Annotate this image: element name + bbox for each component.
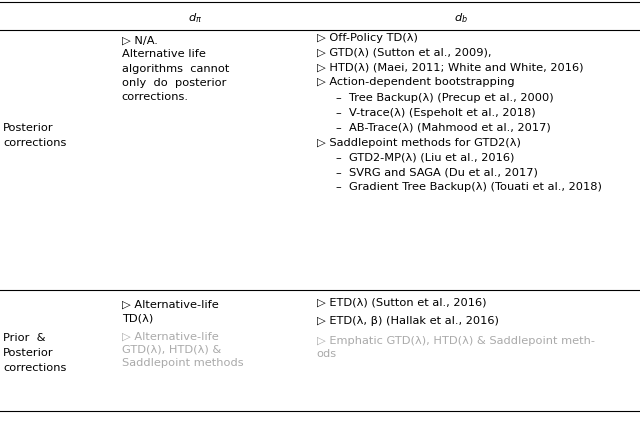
Text: corrections.: corrections. (122, 92, 189, 102)
Text: ▷ Saddlepoint methods for GTD2(λ): ▷ Saddlepoint methods for GTD2(λ) (317, 137, 521, 148)
Text: algorithms  cannot: algorithms cannot (122, 63, 229, 74)
Text: ▷ Alternative-life: ▷ Alternative-life (122, 299, 218, 310)
Text: –  Tree Backup(λ) (Precup et al., 2000): – Tree Backup(λ) (Precup et al., 2000) (336, 93, 554, 103)
Text: TD(λ): TD(λ) (122, 313, 153, 323)
Text: ▷ Action-dependent bootstrapping: ▷ Action-dependent bootstrapping (317, 77, 515, 88)
Text: $d_b$: $d_b$ (454, 11, 468, 25)
Text: –  GTD2-MP(λ) (Liu et al., 2016): – GTD2-MP(λ) (Liu et al., 2016) (336, 152, 515, 162)
Text: –  SVRG and SAGA (Du et al., 2017): – SVRG and SAGA (Du et al., 2017) (336, 167, 538, 177)
Text: Alternative life: Alternative life (122, 49, 205, 59)
Text: Saddlepoint methods: Saddlepoint methods (122, 358, 243, 368)
Text: –  Gradient Tree Backup(λ) (Touati et al., 2018): – Gradient Tree Backup(λ) (Touati et al.… (336, 182, 602, 192)
Text: $d_{\pi}$: $d_{\pi}$ (188, 11, 202, 25)
Text: only  do  posterior: only do posterior (122, 78, 226, 88)
Text: ▷ ETD(λ, β) (Hallak et al., 2016): ▷ ETD(λ, β) (Hallak et al., 2016) (317, 316, 499, 327)
Text: ods: ods (317, 349, 337, 359)
Text: ▷ N/A.: ▷ N/A. (122, 35, 157, 45)
Text: GTD(λ), HTD(λ) &: GTD(λ), HTD(λ) & (122, 345, 221, 355)
Text: Posterior
corrections: Posterior corrections (3, 123, 67, 148)
Text: ▷ Alternative-life: ▷ Alternative-life (122, 331, 218, 341)
Text: ▷ Off-Policy TD(λ): ▷ Off-Policy TD(λ) (317, 33, 418, 43)
Text: ▷ Emphatic GTD(λ), HTD(λ) & Saddlepoint meth-: ▷ Emphatic GTD(λ), HTD(λ) & Saddlepoint … (317, 335, 595, 346)
Text: –  V-trace(λ) (Espeholt et al., 2018): – V-trace(λ) (Espeholt et al., 2018) (336, 108, 536, 118)
Text: ▷ HTD(λ) (Maei, 2011; White and White, 2016): ▷ HTD(λ) (Maei, 2011; White and White, 2… (317, 63, 583, 73)
Text: –  AB-Trace(λ) (Mahmood et al., 2017): – AB-Trace(λ) (Mahmood et al., 2017) (336, 123, 551, 133)
Text: ▷ GTD(λ) (Sutton et al., 2009),: ▷ GTD(λ) (Sutton et al., 2009), (317, 48, 492, 58)
Text: Prior  &
Posterior
corrections: Prior & Posterior corrections (3, 333, 67, 373)
Text: ▷ ETD(λ) (Sutton et al., 2016): ▷ ETD(λ) (Sutton et al., 2016) (317, 297, 486, 308)
